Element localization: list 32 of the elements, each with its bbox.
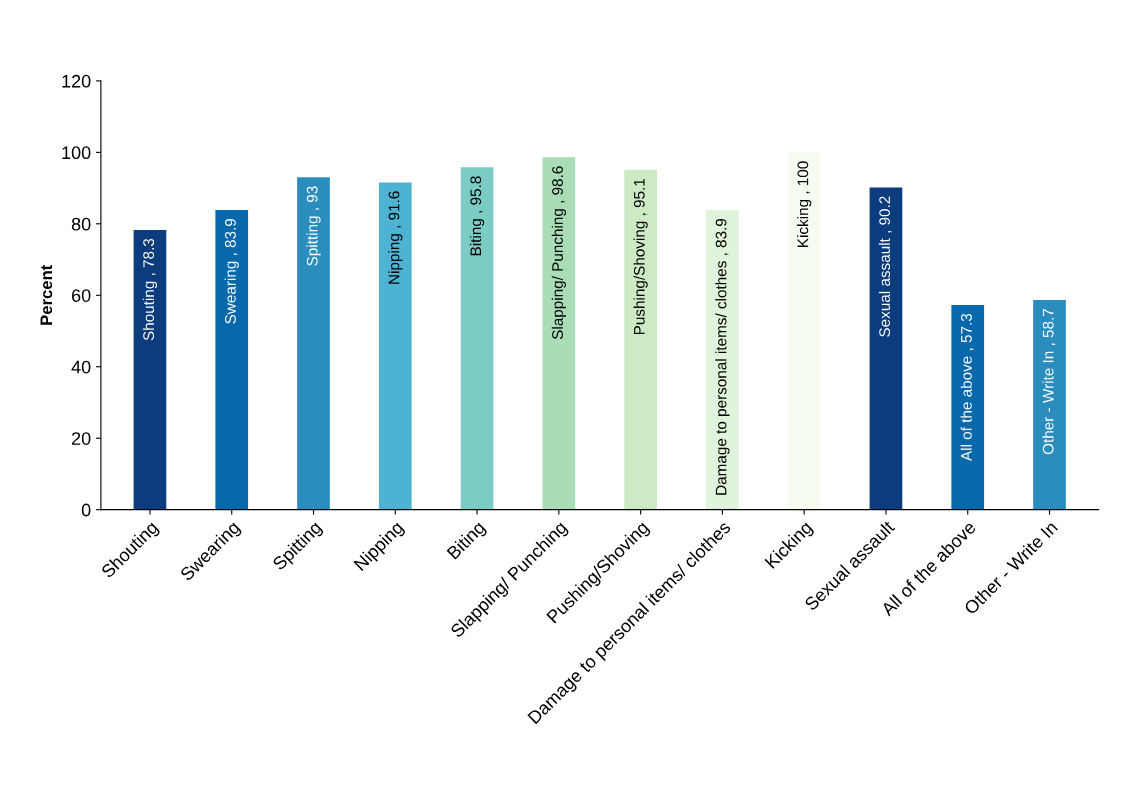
y-tick-label: 120 [62,74,91,88]
data-label: Biting , 95.8 [469,176,485,256]
data-label: Sexual assault , 90.2 [878,196,892,337]
bar [215,209,249,510]
y-tick-label: 60 [72,289,91,303]
data-label: Spitting , 93 [306,186,321,266]
bar [460,167,494,510]
bar [787,152,821,510]
bar [1033,299,1066,510]
bar [133,229,167,510]
data-label: All of the above , 57.3 [960,313,974,462]
data-label: Nipping , 91.6 [388,191,403,284]
bar [297,177,330,510]
bar [706,209,739,510]
y-tick-label: 80 [71,217,91,231]
bar [542,157,576,510]
data-label: Kicking , 100 [797,161,812,247]
bar [378,182,412,510]
y-axis-title: Percent [40,264,53,325]
data-label: Swearing , 83.9 [224,218,239,324]
y-tick-label: 100 [62,146,91,160]
data-label: Pushing/Shoving , 95.1 [633,178,648,335]
bar [869,187,903,510]
data-label: Damage to personal items/ clothes , 83.9 [715,218,730,495]
data-label: Slapping/ Punching , 98.6 [551,166,566,340]
bar [951,304,985,510]
y-tick-label: 0 [81,503,91,517]
data-label: Other - Write In , 58.7 [1042,309,1056,455]
y-tick-label: 20 [72,432,91,445]
data-label: Shouting , 78.3 [142,238,158,341]
bar [624,169,657,510]
y-tick-label: 40 [71,360,91,374]
